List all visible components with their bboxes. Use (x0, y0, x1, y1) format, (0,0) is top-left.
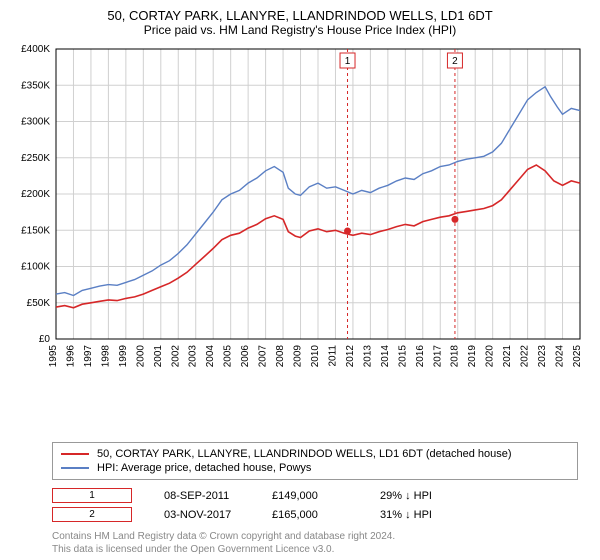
x-axis-label: 2016 (415, 345, 426, 368)
transaction-delta: 31% ↓ HPI (380, 509, 460, 521)
x-axis-label: 2018 (450, 345, 461, 368)
legend-label: 50, CORTAY PARK, LLANYRE, LLANDRINDOD WE… (97, 448, 512, 460)
transaction-price: £149,000 (272, 490, 352, 502)
x-axis-label: 2012 (345, 345, 356, 368)
chart-container: 50, CORTAY PARK, LLANYRE, LLANDRINDOD WE… (0, 0, 600, 560)
y-axis-label: £50K (27, 298, 51, 309)
x-axis-label: 2014 (380, 345, 391, 368)
y-axis-label: £250K (21, 153, 50, 164)
transaction-row: 2 03-NOV-2017 £165,000 31% ↓ HPI (52, 505, 578, 524)
x-axis-label: 2009 (293, 345, 304, 368)
line-chart-svg: £0 £50K £100K £150K £200K £250K £300K £350K £400… (12, 43, 588, 373)
x-axis-label: 2001 (153, 345, 164, 368)
x-axis-label: 2006 (240, 345, 251, 368)
x-axis-label: 2025 (572, 345, 583, 368)
y-axis-label: £350K (21, 80, 50, 91)
x-axis-label: 2003 (188, 345, 199, 368)
x-axis-label: 2007 (258, 345, 269, 368)
x-axis-label: 2019 (467, 345, 478, 368)
legend-row: HPI: Average price, detached house, Powy… (61, 461, 569, 475)
x-axis-label: 2008 (275, 345, 286, 368)
transaction-date: 08-SEP-2011 (164, 490, 244, 502)
legend-row: 50, CORTAY PARK, LLANYRE, LLANDRINDOD WE… (61, 447, 569, 461)
legend-swatch (61, 453, 89, 455)
x-axis-label: 2015 (397, 345, 408, 368)
transaction-date: 03-NOV-2017 (164, 509, 244, 521)
footer-line-2: This data is licensed under the Open Gov… (52, 543, 578, 556)
legend-box: 50, CORTAY PARK, LLANYRE, LLANDRINDOD WE… (52, 442, 578, 480)
marker-point (451, 216, 458, 223)
marker-badge-index: 1 (345, 56, 351, 67)
x-axis-label: 2013 (362, 345, 373, 368)
y-axis-label: £100K (21, 262, 50, 273)
chart-plot-area: £0 £50K £100K £150K £200K £250K £300K £350K £400… (12, 43, 588, 436)
marker-point (344, 227, 351, 234)
transaction-price: £165,000 (272, 509, 352, 521)
footer-attribution: Contains HM Land Registry data © Crown c… (52, 530, 578, 556)
x-axis-label: 2023 (537, 345, 548, 368)
x-axis-label: 2004 (205, 345, 216, 368)
x-axis-label: 2017 (432, 345, 443, 368)
x-axis-label: 2000 (135, 345, 146, 368)
transactions-table: 1 08-SEP-2011 £149,000 29% ↓ HPI 2 03-NOV-201… (52, 486, 578, 524)
y-axis-label: £200K (21, 189, 50, 200)
x-axis-label: 2021 (502, 345, 513, 368)
transaction-delta: 29% ↓ HPI (380, 490, 460, 502)
chart-subtitle: Price paid vs. HM Land Registry's House … (12, 23, 588, 37)
transaction-row: 1 08-SEP-2011 £149,000 29% ↓ HPI (52, 486, 578, 505)
x-axis-label: 2002 (170, 345, 181, 368)
x-axis-label: 1998 (100, 345, 111, 368)
transaction-badge: 2 (52, 507, 132, 522)
x-axis-label: 1999 (118, 345, 129, 368)
x-axis-label: 2010 (310, 345, 321, 368)
x-axis-label: 2024 (555, 345, 566, 368)
x-axis-label: 1996 (65, 345, 76, 368)
x-axis-label: 2020 (485, 345, 496, 368)
y-axis-label: £400K (21, 44, 50, 55)
x-axis-label: 1997 (83, 345, 94, 368)
chart-title: 50, CORTAY PARK, LLANYRE, LLANDRINDOD WE… (12, 8, 588, 23)
legend-label: HPI: Average price, detached house, Powy… (97, 462, 311, 474)
legend-swatch (61, 467, 89, 469)
y-axis-label: £0 (39, 334, 51, 345)
y-axis-label: £150K (21, 225, 50, 236)
x-axis-label: 2011 (327, 345, 338, 367)
x-axis-label: 1995 (48, 345, 59, 368)
marker-badge-index: 2 (452, 56, 458, 67)
x-axis-label: 2022 (520, 345, 531, 368)
y-axis-label: £300K (21, 117, 50, 128)
footer-line-1: Contains HM Land Registry data © Crown c… (52, 530, 578, 543)
transaction-badge: 1 (52, 488, 132, 503)
x-axis-label: 2005 (223, 345, 234, 368)
